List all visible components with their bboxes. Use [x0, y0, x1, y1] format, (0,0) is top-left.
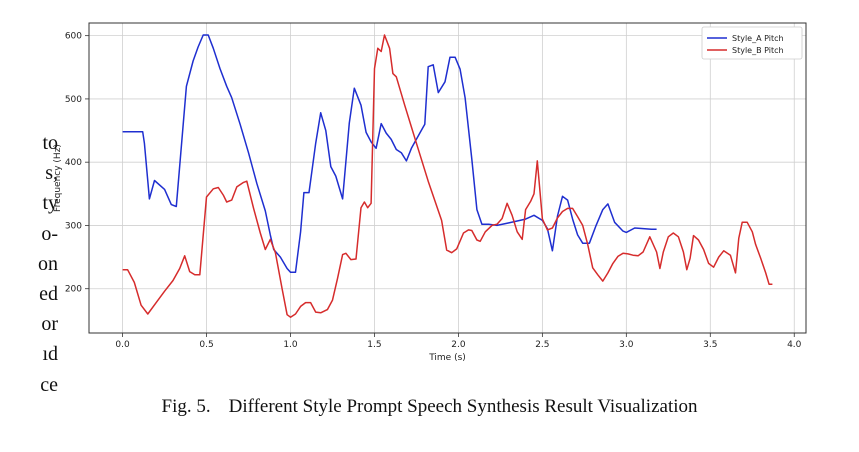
x-axis-label: Time (s)	[428, 353, 466, 363]
y-tick-label: 200	[65, 285, 82, 295]
side-text-line: s,	[45, 162, 58, 185]
side-text-line: on	[38, 252, 58, 275]
side-text-line: to	[42, 132, 58, 154]
caption-label: Fig. 5.	[161, 396, 211, 417]
x-tick-label: 3.5	[703, 340, 717, 350]
x-tick-label: 2.5	[535, 340, 549, 350]
y-tick-label: 400	[65, 158, 82, 168]
chart-grid	[89, 23, 806, 333]
caption-text: Different Style Prompt Speech Synthesis …	[228, 396, 698, 417]
side-text-line: ce	[40, 373, 58, 396]
legend-box	[701, 26, 803, 60]
y-axis-label: Frequency (Hz)	[53, 144, 63, 212]
style-a-pitch-line	[122, 34, 657, 274]
side-text-line: ed	[39, 283, 58, 306]
plot-frame	[88, 22, 807, 334]
y-tick-label: 600	[65, 32, 82, 42]
chart-legend: Style_A Pitch Style_B Pitch	[701, 26, 803, 60]
series-lines	[122, 34, 773, 318]
figure-caption: Fig. 5. Different Style Prompt Speech Syn…	[0, 396, 859, 418]
x-tick-label: 2.0	[451, 340, 466, 350]
side-text-line: or	[41, 313, 58, 336]
side-text-column: to s, ty o-on ed or ıd ce	[0, 128, 58, 400]
side-text-line: ty	[42, 192, 58, 215]
x-tick-label: 3.0	[619, 340, 634, 350]
style-b-pitch-line	[122, 34, 773, 318]
y-tick-label: 300	[65, 221, 82, 231]
side-text-line: o-	[41, 222, 58, 245]
x-axis-ticks: 0.0 0.5 1.0 1.5 2.0 2.5 3.0 3.5 4.0	[115, 333, 802, 350]
x-tick-label: 1.5	[367, 340, 381, 350]
pitch-line-chart: 0.0 0.5 1.0 1.5 2.0 2.5 3.0 3.5 4.0 200 300 400 500…	[53, 22, 807, 363]
legend-entry: Style_B Pitch	[732, 46, 784, 55]
x-tick-label: 0.5	[199, 340, 213, 350]
x-tick-label: 0.0	[115, 340, 130, 350]
y-axis-ticks: 200 300 400 500 600	[65, 32, 89, 295]
side-text-line: ıd	[42, 343, 58, 366]
y-tick-label: 500	[65, 95, 82, 105]
x-tick-label: 1.0	[283, 340, 298, 350]
x-tick-label: 4.0	[787, 340, 802, 350]
legend-entry: Style_A Pitch	[732, 34, 784, 43]
